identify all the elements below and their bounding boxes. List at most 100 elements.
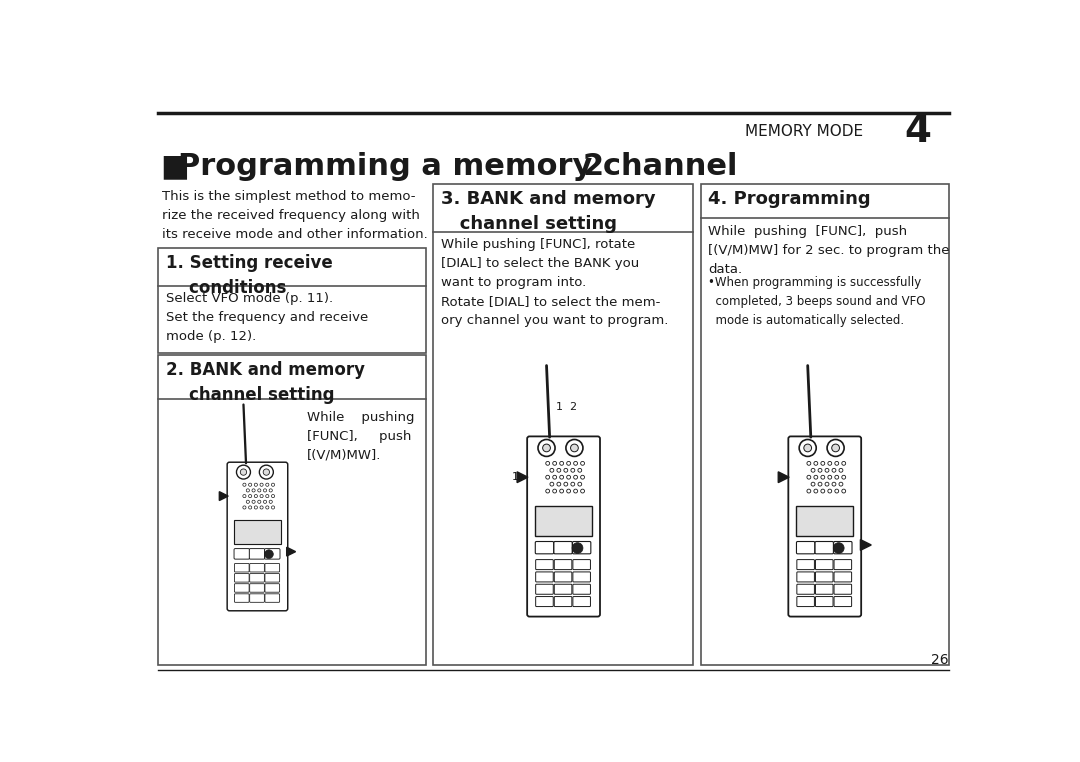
Circle shape: [557, 482, 561, 486]
Text: MEMORY MODE: MEMORY MODE: [745, 124, 864, 139]
Circle shape: [841, 462, 846, 466]
Circle shape: [260, 483, 264, 486]
Circle shape: [573, 462, 578, 466]
FancyBboxPatch shape: [572, 572, 591, 582]
Circle shape: [254, 495, 257, 498]
Circle shape: [571, 469, 575, 472]
Circle shape: [243, 483, 246, 486]
FancyBboxPatch shape: [554, 542, 572, 554]
Bar: [796, 507, 853, 536]
Bar: [535, 507, 592, 536]
Circle shape: [799, 440, 816, 456]
Circle shape: [248, 483, 252, 486]
FancyBboxPatch shape: [554, 559, 571, 570]
Circle shape: [835, 462, 839, 466]
Bar: [701, 184, 948, 665]
FancyBboxPatch shape: [536, 559, 553, 570]
Circle shape: [804, 444, 811, 452]
FancyBboxPatch shape: [572, 584, 591, 594]
Circle shape: [581, 489, 584, 493]
Text: ■: ■: [160, 152, 189, 181]
Circle shape: [841, 489, 846, 493]
Circle shape: [254, 506, 257, 509]
Text: This is the simplest method to memo-
rize the received frequency along with
its : This is the simplest method to memo- riz…: [162, 190, 428, 241]
Circle shape: [269, 500, 272, 504]
FancyBboxPatch shape: [554, 584, 571, 594]
Circle shape: [545, 489, 550, 493]
Circle shape: [553, 462, 556, 466]
Circle shape: [828, 475, 832, 479]
FancyBboxPatch shape: [815, 584, 833, 594]
FancyBboxPatch shape: [834, 559, 852, 570]
Bar: [159, 355, 426, 665]
Circle shape: [827, 440, 845, 456]
Circle shape: [559, 462, 564, 466]
FancyBboxPatch shape: [265, 574, 280, 582]
FancyBboxPatch shape: [572, 597, 591, 607]
Circle shape: [807, 475, 811, 479]
Circle shape: [271, 495, 274, 498]
Text: •When programming is successfully
  completed, 3 beeps sound and VFO
  mode is a: •When programming is successfully comple…: [708, 277, 926, 327]
Circle shape: [828, 489, 832, 493]
FancyBboxPatch shape: [797, 572, 814, 582]
Circle shape: [841, 475, 846, 479]
Circle shape: [246, 500, 249, 504]
Circle shape: [271, 483, 274, 486]
FancyBboxPatch shape: [234, 594, 249, 602]
Polygon shape: [286, 547, 296, 556]
Circle shape: [269, 489, 272, 492]
FancyBboxPatch shape: [788, 437, 861, 616]
FancyBboxPatch shape: [265, 584, 280, 592]
Circle shape: [821, 489, 825, 493]
FancyBboxPatch shape: [554, 597, 571, 607]
FancyBboxPatch shape: [234, 549, 249, 559]
Circle shape: [834, 543, 845, 553]
Bar: [159, 248, 426, 354]
Circle shape: [807, 489, 811, 493]
Circle shape: [550, 482, 554, 486]
Circle shape: [839, 469, 842, 472]
Bar: [234, 520, 281, 544]
FancyBboxPatch shape: [796, 542, 814, 554]
FancyBboxPatch shape: [249, 584, 265, 592]
FancyBboxPatch shape: [797, 597, 814, 607]
Circle shape: [266, 506, 269, 509]
FancyBboxPatch shape: [572, 559, 591, 570]
Circle shape: [814, 462, 818, 466]
Text: 3. BANK and memory
   channel setting: 3. BANK and memory channel setting: [441, 190, 656, 233]
Circle shape: [553, 489, 556, 493]
Circle shape: [545, 475, 550, 479]
Circle shape: [240, 469, 246, 475]
FancyBboxPatch shape: [815, 572, 833, 582]
FancyBboxPatch shape: [249, 549, 265, 559]
FancyBboxPatch shape: [536, 542, 554, 554]
Text: 1: 1: [512, 472, 518, 482]
Circle shape: [811, 482, 815, 486]
FancyBboxPatch shape: [265, 549, 280, 559]
Circle shape: [550, 469, 554, 472]
Text: 2: 2: [583, 152, 604, 181]
Text: 4: 4: [904, 113, 931, 150]
Circle shape: [264, 469, 270, 475]
Circle shape: [567, 489, 570, 493]
Circle shape: [258, 489, 261, 492]
Circle shape: [538, 440, 555, 456]
FancyBboxPatch shape: [265, 564, 280, 572]
Circle shape: [814, 475, 818, 479]
Circle shape: [271, 506, 274, 509]
Circle shape: [832, 444, 839, 452]
Circle shape: [581, 462, 584, 466]
FancyBboxPatch shape: [834, 542, 852, 554]
Circle shape: [265, 549, 273, 559]
Circle shape: [821, 475, 825, 479]
Circle shape: [542, 444, 551, 452]
FancyBboxPatch shape: [536, 572, 553, 582]
Circle shape: [559, 475, 564, 479]
Circle shape: [835, 475, 839, 479]
Circle shape: [260, 506, 264, 509]
FancyBboxPatch shape: [834, 572, 852, 582]
Circle shape: [264, 489, 267, 492]
Polygon shape: [517, 472, 528, 482]
FancyBboxPatch shape: [815, 542, 834, 554]
Circle shape: [545, 462, 550, 466]
